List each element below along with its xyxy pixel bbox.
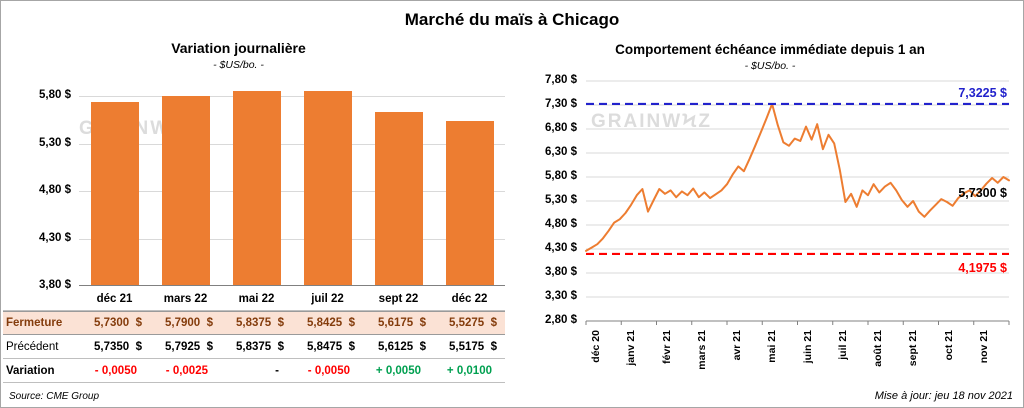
x-tick-label: mars 21 <box>695 330 708 370</box>
bar <box>374 112 423 285</box>
bar-y-axis: 5,80 $ 5,30 $ 4,80 $ 4,30 $ 3,80 $ <box>27 89 75 291</box>
watermark: grainwϟz <box>591 111 713 132</box>
column-header: déc 21 <box>79 287 150 311</box>
y-tick-label: 4,80 $ <box>545 218 577 230</box>
column-header: sept 22 <box>363 287 434 311</box>
line-x-axis: déc 20 janv 21 févr 21 mars 21 avr 21 mai 21 j… <box>586 328 1009 380</box>
y-tick-label: 2,80 $ <box>545 314 577 326</box>
x-tick-label: nov 21 <box>977 330 990 364</box>
y-tick-label: 4,30 $ <box>545 242 577 254</box>
update-note: Mise à jour: jeu 18 nov 2021 <box>874 390 1013 402</box>
y-tick-label: 4,30 $ <box>39 231 71 244</box>
x-tick-label: sept 21 <box>907 330 920 367</box>
y-tick-label: 3,80 $ <box>545 266 577 278</box>
x-tick-label: févr 21 <box>660 330 673 364</box>
x-tick-label: juin 21 <box>801 330 814 364</box>
max-value-label: 7,3225 $ <box>958 85 1007 100</box>
variation-cell: - 0,0025 <box>150 359 221 383</box>
gridline <box>79 238 505 240</box>
y-tick-label: 6,80 $ <box>545 122 577 134</box>
y-tick-label: 4,80 $ <box>39 184 71 196</box>
bar-slot <box>150 95 221 285</box>
line-chart-subtitle: - $US/bo. - <box>744 60 796 72</box>
column-header: mai 22 <box>221 287 292 311</box>
page-title: Marché du maïs à Chicago <box>404 10 620 29</box>
y-tick-label: 7,30 $ <box>545 98 577 110</box>
price-line <box>585 103 1010 252</box>
table-corner <box>3 287 79 311</box>
y-tick-label: 3,80 $ <box>39 279 71 291</box>
fermeture-cell: 5,5275 $ <box>434 311 505 335</box>
fermeture-cell: 5,6175 $ <box>363 311 434 335</box>
fermeture-cell: 5,8375 $ <box>221 311 292 335</box>
y-tick-label: 6,30 $ <box>545 146 577 158</box>
bar-slot <box>434 96 505 285</box>
bar <box>232 91 281 285</box>
column-header: mars 22 <box>150 287 221 311</box>
x-tick-label: mai 21 <box>766 330 779 363</box>
y-tick-label: 3,30 $ <box>545 290 577 302</box>
price-table: déc 21 mars 22 mai 22 juil 22 sept 22 déc 22 F… <box>3 287 505 383</box>
precedent-cell: 5,8375 $ <box>221 335 292 359</box>
variation-cell: - 0,0050 <box>79 359 150 383</box>
bar-slot <box>79 96 150 285</box>
fermeture-cell: 5,7900 $ <box>150 311 221 335</box>
bar <box>303 90 352 285</box>
row-label-fermeture: Fermeture <box>3 311 79 335</box>
precedent-cell: 5,7925 $ <box>150 335 221 359</box>
precedent-cell: 5,5175 $ <box>434 335 505 359</box>
bar-series <box>79 90 505 285</box>
bar <box>161 95 210 285</box>
variation-cell: - 0,0050 <box>292 359 363 383</box>
bar-chart-subtitle: - $US/bo. - <box>213 59 264 71</box>
precedent-cell: 5,8475 $ <box>292 335 363 359</box>
bar-slot <box>292 90 363 285</box>
column-header: juil 22 <box>292 287 363 311</box>
bar <box>445 120 494 285</box>
row-label-precedent: Précédent <box>3 335 79 359</box>
line-chart-title: Comportement échéance immédiate depuis 1… <box>615 42 925 57</box>
gridline <box>79 143 505 145</box>
x-tick-label: janv 21 <box>625 330 638 366</box>
line-plot: grainwϟz 7,3225 $ 4,1975 $ 5,7300 $ <box>585 80 1010 325</box>
y-tick-label: 5,80 $ <box>39 89 71 101</box>
x-tick-label: juil 21 <box>836 330 849 360</box>
y-tick-label: 5,30 $ <box>39 136 71 149</box>
x-tick-label: août 21 <box>872 330 884 367</box>
column-header: déc 22 <box>434 287 505 311</box>
x-tick-label: oct 21 <box>942 330 955 361</box>
variation-cell: + 0,0050 <box>363 359 434 383</box>
x-tick-label: avr 21 <box>731 330 743 361</box>
gridline <box>79 191 505 192</box>
precedent-cell: 5,7350 $ <box>79 335 150 359</box>
y-tick-label: 5,30 $ <box>545 194 577 206</box>
line-svg <box>585 80 1010 325</box>
y-tick-label: 7,80 $ <box>545 74 577 86</box>
bar-slot <box>363 96 434 285</box>
bar-slot <box>221 91 292 285</box>
last-price-label: 5,7300 $ <box>958 186 1007 201</box>
variation-cell: - <box>221 359 292 383</box>
variation-cell: + 0,0100 <box>434 359 505 383</box>
gridline <box>79 96 505 97</box>
row-label-variation: Variation <box>3 359 79 383</box>
precedent-cell: 5,6125 $ <box>363 335 434 359</box>
bar <box>90 101 139 285</box>
y-tick-label: 5,80 $ <box>545 170 577 182</box>
fermeture-cell: 5,8425 $ <box>292 311 363 335</box>
bar-plot: grainwϟz <box>79 90 505 286</box>
source-note: Source: CME Group <box>9 391 100 402</box>
line-y-axis: 7,80 $ 7,30 $ 6,80 $ 6,30 $ 5,80 $ 5,30 $ 4,80… <box>535 74 581 326</box>
fermeture-cell: 5,7300 $ <box>79 311 150 335</box>
min-value-label: 4,1975 $ <box>958 260 1007 275</box>
x-tick-label: déc 20 <box>590 330 602 363</box>
bar-chart-title: Variation journalière <box>171 40 306 56</box>
